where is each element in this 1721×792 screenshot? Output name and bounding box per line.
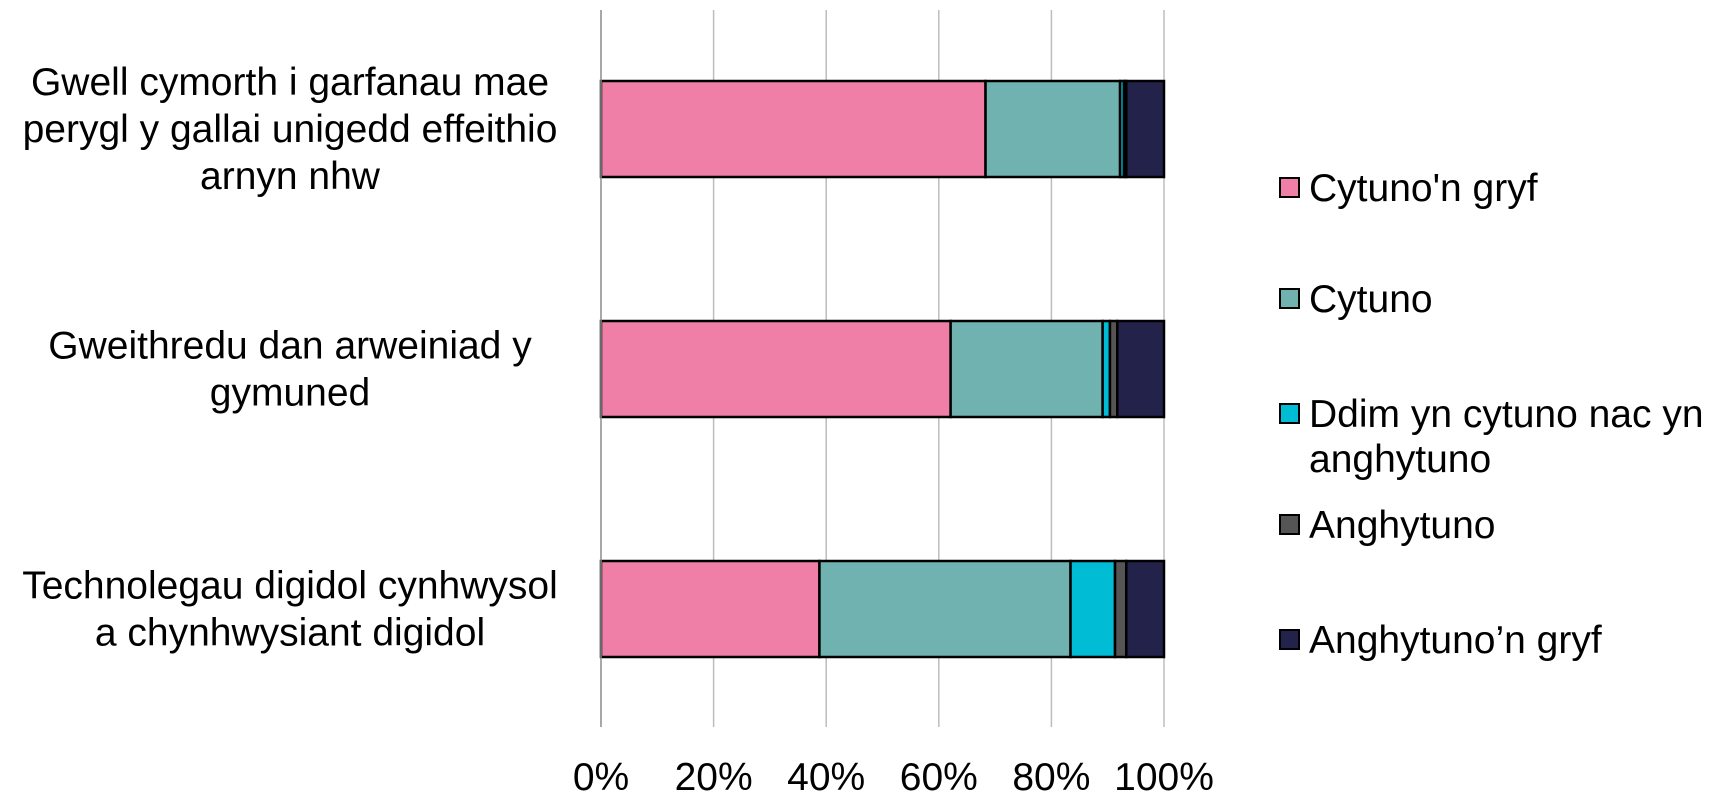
legend-swatch	[1279, 403, 1300, 424]
bar-segment-3-2	[818, 559, 1072, 659]
bar-segment-2-5	[1116, 319, 1166, 419]
x-tick-label: 20%	[675, 756, 753, 792]
legend-swatch	[1279, 288, 1300, 309]
legend-swatch	[1279, 514, 1300, 535]
bar-segment-1-5	[1125, 79, 1166, 179]
x-tick-label: 0%	[573, 756, 629, 792]
legend-label: Anghytuno	[1309, 504, 1496, 547]
bar-segment-2-2	[949, 319, 1104, 419]
category-label: Gweithredu dan arweiniad y gymuned	[48, 325, 532, 415]
x-tick-label: 100%	[1114, 756, 1214, 792]
bar-segment-3-5	[1125, 559, 1166, 659]
x-tick-label: 60%	[900, 756, 978, 792]
legend-label: Cytuno'n gryf	[1309, 167, 1538, 210]
legend-label: Ddim yn cytuno nac yn anghytuno	[1309, 393, 1704, 481]
category-label: Gwell cymorth i garfanau mae perygl y gal…	[23, 61, 558, 198]
legend: Cytuno'n gryf Cytuno Ddim yn cytuno nac yn…	[1279, 167, 1704, 662]
bar-segment-3-3	[1069, 559, 1117, 659]
bars	[599, 79, 1166, 659]
x-axis-tick-labels: 0% 20% 40% 60% 80% 100%	[573, 756, 1214, 792]
x-tick-label: 40%	[787, 756, 865, 792]
legend-swatch	[1279, 629, 1300, 650]
category-labels: Gwell cymorth i garfanau mae perygl y gal…	[22, 61, 558, 655]
bar-segment-1-2	[984, 79, 1122, 179]
bar-segment-1-1	[599, 79, 987, 179]
legend-label: Anghytuno’n gryf	[1309, 619, 1602, 662]
bar-segment-2-1	[599, 319, 952, 419]
bar-segment-3-4	[1113, 559, 1128, 659]
legend-label: Cytuno	[1309, 278, 1433, 321]
bar-segment-3-1	[599, 559, 821, 659]
category-label: Technolegau digidol cynhwysol a chynhwysi…	[22, 565, 558, 655]
x-tick-label: 80%	[1012, 756, 1090, 792]
legend-swatch	[1279, 177, 1300, 198]
